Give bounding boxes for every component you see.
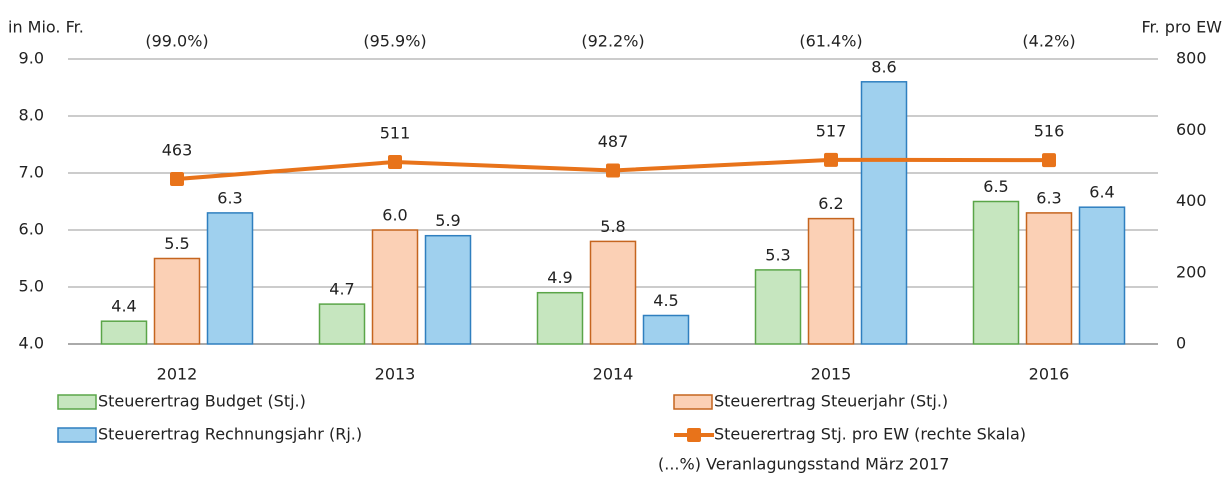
line-marker (824, 152, 838, 167)
bar (754, 269, 802, 345)
data-label: 463 (162, 141, 193, 160)
line-marker (170, 172, 184, 187)
bar (424, 234, 472, 345)
data-label: 5.8 (600, 217, 625, 236)
data-label: 5.9 (435, 211, 460, 230)
bar (972, 200, 1020, 345)
data-label: 517 (816, 121, 847, 140)
data-label: 4.9 (547, 268, 572, 287)
bar (371, 229, 419, 345)
data-label: 4.7 (329, 280, 354, 299)
y-tick-label: 8.0 (19, 106, 44, 125)
y2-axis-label: Fr. pro EW (1141, 18, 1222, 37)
annotation: (99.0%) (145, 32, 208, 51)
annotation: (92.2%) (581, 32, 644, 51)
legend-swatch (57, 394, 97, 410)
data-label: 6.3 (1036, 188, 1061, 207)
line-marker (388, 154, 402, 169)
bar (1025, 212, 1073, 345)
data-label: 4.5 (653, 291, 678, 310)
bar (318, 303, 366, 345)
legend-label: Steuerertrag Rechnungsjahr (Rj.) (98, 425, 362, 444)
data-label: 487 (598, 132, 629, 151)
legend-label: Steuerertrag Stj. pro EW (rechte Skala) (714, 425, 1026, 444)
x-tick-label: 2015 (811, 365, 852, 384)
data-label: 6.2 (818, 194, 843, 213)
bar (153, 257, 201, 345)
footnote: (...%) Veranlagungsstand März 2017 (658, 455, 949, 474)
annotation: (4.2%) (1022, 32, 1075, 51)
y-tick-label: 4.0 (19, 334, 44, 353)
bar (206, 212, 254, 345)
x-tick-label: 2012 (157, 365, 198, 384)
bar (536, 291, 584, 345)
legend-marker (687, 428, 701, 442)
y2-tick-label: 800 (1176, 49, 1207, 68)
line-marker (606, 163, 620, 178)
legend-label: Steuerertrag Steuerjahr (Stj.) (714, 392, 948, 411)
y2-tick-label: 400 (1176, 191, 1207, 210)
annotation: (61.4%) (799, 32, 862, 51)
x-tick-label: 2013 (375, 365, 416, 384)
data-label: 6.0 (382, 206, 407, 225)
data-label: 5.5 (164, 234, 189, 253)
bar (100, 320, 148, 345)
y-axis-label: in Mio. Fr. (8, 18, 84, 37)
data-label: 8.6 (871, 57, 896, 76)
bar (807, 217, 855, 345)
y-tick-label: 6.0 (19, 220, 44, 239)
data-label: 6.5 (983, 177, 1008, 196)
y2-tick-label: 200 (1176, 262, 1207, 281)
y-tick-label: 9.0 (19, 49, 44, 68)
legend-swatch (57, 427, 97, 443)
data-label: 6.3 (217, 188, 242, 207)
data-label: 6.4 (1089, 183, 1114, 202)
data-label: 4.4 (111, 297, 136, 316)
legend-label: Steuerertrag Budget (Stj.) (98, 392, 306, 411)
bar (1078, 206, 1126, 345)
y-tick-label: 5.0 (19, 277, 44, 296)
line-marker (1042, 153, 1056, 168)
annotation: (95.9%) (363, 32, 426, 51)
y-tick-label: 7.0 (19, 163, 44, 182)
x-tick-label: 2016 (1029, 365, 1070, 384)
data-label: 5.3 (765, 245, 790, 264)
bar (589, 240, 637, 345)
x-tick-label: 2014 (593, 365, 634, 384)
data-label: 511 (380, 123, 411, 142)
y2-tick-label: 0 (1176, 334, 1186, 353)
legend-swatch (673, 394, 713, 410)
bar (860, 81, 908, 345)
bar (642, 314, 690, 345)
y2-tick-label: 600 (1176, 120, 1207, 139)
data-label: 516 (1034, 122, 1065, 141)
